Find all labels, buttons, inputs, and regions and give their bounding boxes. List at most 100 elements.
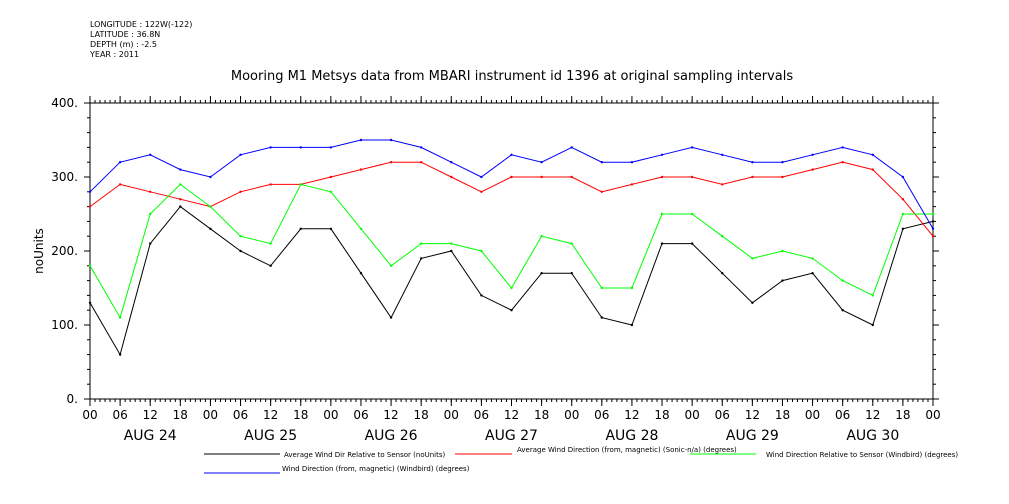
x-tick-label: 00 [564,408,579,422]
series-4-point [931,227,935,230]
series-1-point [299,227,302,230]
series-1-point [480,294,483,297]
series-2-point [600,190,604,193]
series-4-point [149,153,152,156]
series-2-point [841,161,844,164]
series-3-point [690,212,694,216]
series-4-point [88,190,92,193]
x-tick-label: 06 [112,408,127,422]
series-4-point [209,175,212,179]
series-3-point [480,249,483,253]
series-2-point [931,235,935,238]
plot-frame [89,102,934,400]
series-3-point [329,190,333,193]
x-tick-label: 00 [323,408,338,422]
series-1-point [239,249,242,253]
series-2-point [389,161,393,164]
series-4-point [841,146,844,149]
series-3-point [450,242,453,245]
longitude-text: LONGITUDE : 122W(-122) [90,20,193,29]
series-2-point [751,175,754,179]
series-3-point [841,279,844,282]
series-2-point [329,175,333,179]
series-4-point [901,175,905,179]
x-tick-label: 12 [504,408,519,422]
series-2-point [239,190,242,193]
series-4-point [871,153,874,156]
series-2-point [269,183,272,186]
series-3-point [510,286,513,290]
series-2-point [510,175,513,179]
series-2-point [901,198,905,201]
series-2-point [179,198,182,201]
y-tick-label: 0. [67,392,78,406]
series-1-point [450,249,453,253]
series-2-point [630,183,634,186]
series-4-point [118,161,122,164]
series-3-point [239,235,242,238]
series-2-point [118,183,122,186]
depth-text: DEPTH (m) : -2.5 [90,40,157,49]
metadata-block: LONGITUDE : 122W(-122) LATITUDE : 36.8N … [90,20,192,60]
x-tick-label: 18 [775,408,790,422]
series-3-point [660,212,664,216]
series-1-point [841,309,844,312]
series-4-point [751,161,754,164]
day-label: AUG 27 [485,428,538,444]
series-3-point [389,264,393,267]
x-tick-label: 00 [685,408,700,422]
series-3-point [630,286,634,290]
series-4-point [299,146,302,149]
series-3-point [600,286,604,290]
series-1-point [931,220,935,223]
series-line-4 [89,139,934,230]
x-tick-label: 18 [293,408,308,422]
series-4-point [600,161,604,164]
series-1-point [179,205,182,208]
series-3-point [871,294,874,297]
chart-title: Mooring M1 Metsys data from MBARI instru… [231,69,793,84]
series-1-point [600,316,604,319]
x-tick-label: 00 [925,408,940,422]
series-1-point [329,227,333,230]
x-tick-label: 00 [805,408,820,422]
series-2-point [811,168,814,171]
x-tick-label: 12 [383,408,398,422]
day-label: AUG 28 [605,428,658,444]
series-line-1 [89,205,934,356]
x-tick-label: 18 [173,408,188,422]
series-1-point [88,301,92,304]
series-3-point [721,235,724,238]
x-tick-label: 06 [233,408,248,422]
series-4-point [540,161,543,164]
series-1-point [901,227,905,230]
x-tick-label: 18 [654,408,669,422]
series-1-point [811,272,814,275]
day-label: AUG 24 [124,428,177,444]
day-label: AUG 30 [846,428,899,444]
series-2-point [781,175,784,179]
series-4-point [269,146,272,149]
y-axis-label: noUnits [32,228,46,274]
series-3-point [299,183,302,186]
series-1-point [359,272,363,275]
series-2-point [690,175,694,179]
day-label: AUG 25 [244,428,297,444]
series-4-point [811,153,814,156]
series-1-point [269,264,272,267]
x-tick-label: 06 [594,408,609,422]
series-1-point [781,279,784,282]
series-1-point [630,323,634,327]
series-4-point [419,146,423,149]
series-3-point [209,205,212,208]
x-tick-label: 18 [895,408,910,422]
series-2-point [149,190,152,193]
series-3-point [901,212,905,216]
x-tick-label: 18 [534,408,549,422]
series-4-point [480,175,483,179]
series-2-point [450,175,453,179]
year-text: YEAR : 2011 [90,50,140,59]
x-tick-label: 12 [143,408,158,422]
series-1-point [149,242,152,245]
